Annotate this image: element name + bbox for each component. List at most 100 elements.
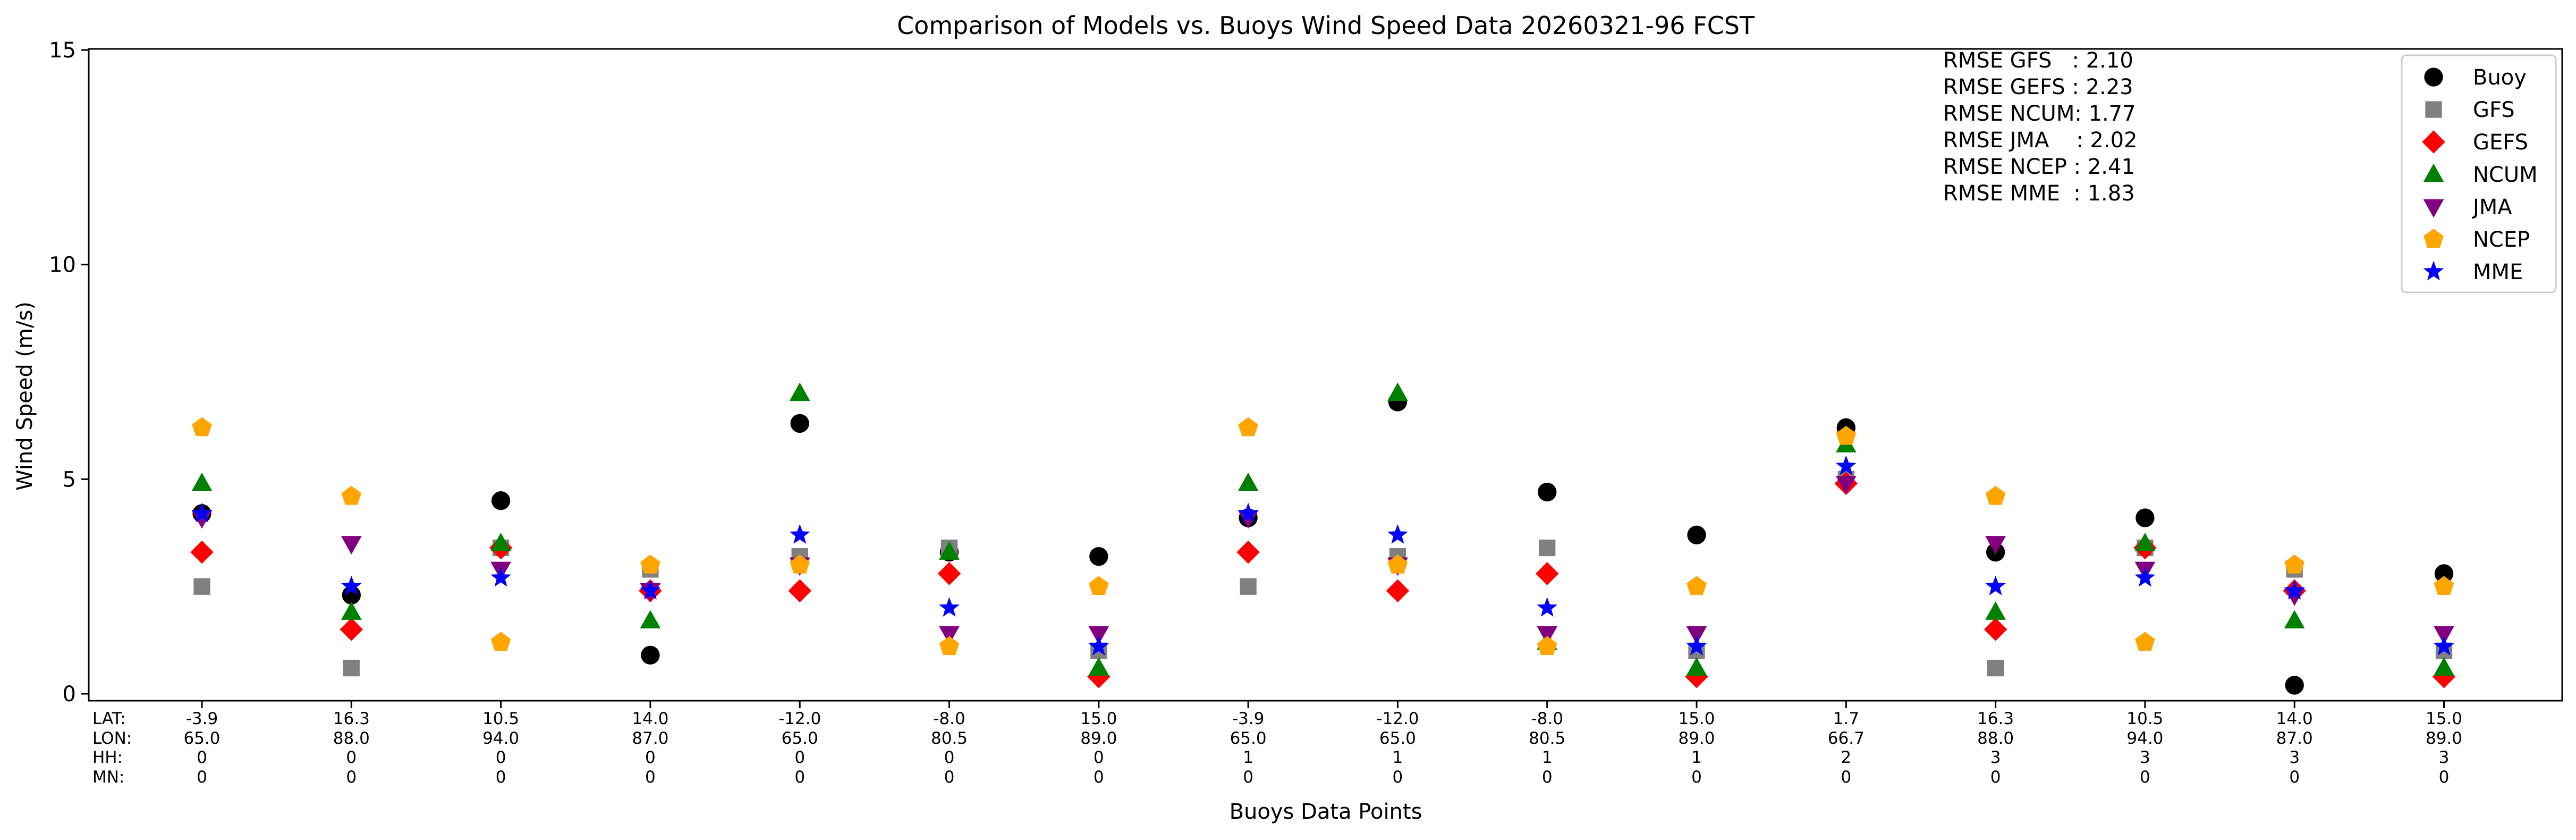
- gefs-marker: [1984, 618, 2007, 641]
- point-mn-label: 0: [1691, 768, 1702, 787]
- ncep-marker: [1836, 425, 1857, 445]
- point-lat-label: -8.0: [933, 709, 965, 728]
- jma-marker: [341, 536, 362, 555]
- ncum-marker: [2284, 610, 2305, 629]
- ncep-marker: [2135, 632, 2155, 651]
- ncep-marker: [490, 632, 511, 651]
- legend-gfs-marker: [2425, 101, 2442, 118]
- legend-mme-marker: [2423, 261, 2444, 281]
- point-hh-label: 0: [197, 748, 207, 767]
- data-markers: [190, 382, 2456, 695]
- mme-marker: [1387, 524, 1408, 544]
- point-mn-label: 0: [1542, 768, 1553, 787]
- jma-marker: [1238, 510, 1259, 529]
- legend: Buoy GFS GEFS NCUM JMA NCEP MME: [2401, 54, 2557, 293]
- point-lat-label: 10.5: [2126, 709, 2163, 728]
- jma-marker: [1835, 476, 1857, 494]
- point-hh-label: 1: [1691, 748, 1702, 767]
- mme-marker: [1835, 455, 1857, 475]
- point-mn-label: 0: [1094, 768, 1104, 787]
- mme-marker: [789, 524, 810, 544]
- point-lat-label: -3.9: [1232, 709, 1265, 728]
- ncep-marker: [1687, 576, 1707, 595]
- gefs-marker: [1535, 562, 1559, 585]
- point-lat-label: -12.0: [1376, 709, 1419, 728]
- row-label: LAT:: [92, 709, 126, 728]
- point-lon-label: 89.0: [1678, 729, 1715, 748]
- y-tick-label: 15: [49, 38, 76, 63]
- point-hh-label: 0: [645, 748, 656, 767]
- point-lon-label: 80.5: [931, 729, 968, 748]
- mme-marker: [640, 579, 661, 600]
- series-ncep: [192, 417, 2454, 656]
- point-lon-label: 94.0: [482, 729, 519, 748]
- y-tick-label: 0: [63, 682, 76, 707]
- buoy-marker: [2136, 508, 2155, 527]
- rmse-line: RMSE NCUM: 1.77: [1943, 102, 2136, 126]
- series-ncum: [191, 382, 2454, 676]
- gfs-marker: [1539, 539, 1556, 557]
- ncum-marker: [191, 473, 213, 491]
- y-tick-label: 5: [63, 467, 76, 492]
- point-hh-label: 0: [944, 748, 955, 767]
- buoy-marker: [1687, 525, 1706, 544]
- buoy-marker: [641, 645, 660, 665]
- ncep-marker: [2434, 576, 2454, 595]
- gefs-marker: [1087, 665, 1111, 688]
- mme-marker: [939, 597, 960, 617]
- point-lat-label: 15.0: [1080, 709, 1117, 728]
- row-label: HH:: [92, 748, 123, 767]
- ncum-marker: [2434, 657, 2454, 676]
- buoy-marker: [2434, 564, 2454, 583]
- point-lon-label: 65.0: [1230, 729, 1267, 748]
- buoy-marker: [2285, 676, 2304, 695]
- rmse-line: RMSE GFS : 2.10: [1943, 48, 2133, 73]
- ncum-marker: [1985, 601, 2006, 620]
- mme-marker: [1537, 597, 1558, 617]
- gefs-marker: [1386, 579, 1410, 602]
- ncep-marker: [939, 636, 960, 656]
- point-hh-label: 3: [2140, 748, 2150, 767]
- point-mn-label: 0: [1841, 768, 1851, 787]
- point-lat-label: 15.0: [1678, 709, 1715, 728]
- point-lat-label: 1.7: [1833, 709, 1859, 728]
- gfs-marker: [193, 578, 210, 595]
- ncum-marker: [341, 601, 362, 620]
- legend-ncum-marker: [2423, 163, 2444, 182]
- buoy-marker: [1089, 547, 1108, 566]
- mme-marker: [2134, 567, 2156, 587]
- legend-label: NCEP: [2473, 228, 2530, 252]
- mme-marker: [1985, 575, 2006, 595]
- ncum-marker: [2134, 533, 2156, 551]
- legend-ncep-marker: [2424, 229, 2444, 248]
- row-label: LON:: [92, 729, 132, 748]
- plot-area-frame: [88, 48, 2563, 702]
- point-lon-label: 65.0: [183, 729, 220, 748]
- series-mme: [191, 455, 2454, 656]
- y-axis-label: Wind Speed (m/s): [13, 301, 37, 491]
- point-hh-label: 0: [1094, 748, 1104, 767]
- ncum-marker: [490, 533, 511, 551]
- point-mn-label: 0: [2439, 768, 2450, 787]
- point-lat-label: 10.5: [482, 709, 519, 728]
- point-lon-label: 65.0: [782, 729, 818, 748]
- point-lon-label: 87.0: [2276, 729, 2313, 748]
- legend-jma-marker: [2423, 199, 2444, 218]
- point-mn-label: 0: [2289, 768, 2300, 787]
- ncep-marker: [2284, 555, 2304, 574]
- row-label: MN:: [92, 768, 124, 787]
- legend-label: GFS: [2473, 98, 2515, 122]
- x-axis-point-labels: -3.965.00016.388.00010.594.00014.087.000…: [183, 701, 2462, 787]
- gfs-marker: [1987, 659, 2004, 677]
- mme-marker: [1686, 635, 1707, 656]
- ncum-marker: [1686, 657, 1707, 676]
- mme-marker: [1238, 502, 1259, 523]
- point-lon-label: 80.5: [1529, 729, 1565, 748]
- ncep-marker: [1089, 576, 1109, 595]
- point-lon-label: 87.0: [632, 729, 668, 748]
- point-lon-label: 89.0: [1080, 729, 1117, 748]
- point-lon-label: 88.0: [1977, 729, 2014, 748]
- jma-marker: [1088, 626, 1109, 645]
